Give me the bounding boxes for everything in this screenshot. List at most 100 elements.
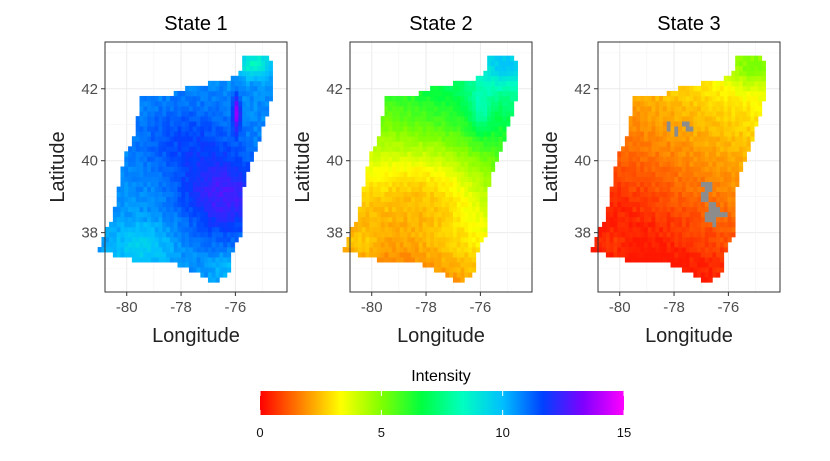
grid-cell (758, 65, 763, 72)
grid-cell (215, 171, 220, 177)
grid-cell (426, 206, 431, 213)
grid-cell (116, 216, 121, 223)
grid-cell (430, 131, 435, 137)
grid-cell (598, 236, 603, 243)
grid-cell (131, 216, 137, 223)
grid-cell (192, 166, 197, 172)
grid-cell (464, 156, 469, 162)
grid-cell (211, 181, 216, 187)
grid-cell (437, 252, 442, 258)
grid-cell (640, 106, 645, 112)
grid-cell (674, 171, 679, 177)
grid-cell (643, 106, 649, 112)
grid-cell (226, 257, 232, 263)
grid-cell (681, 252, 687, 258)
grid-cell (403, 116, 408, 122)
grid-cell (411, 126, 416, 132)
grid-cell (628, 206, 633, 213)
grid-cell (257, 106, 262, 112)
grid-cell (437, 166, 442, 172)
grid-cell (712, 231, 717, 238)
grid-cell (373, 151, 378, 157)
grid-cell (506, 111, 511, 117)
grid-cell (456, 242, 461, 248)
grid-cell (395, 121, 401, 127)
grid-cell (185, 181, 190, 187)
grid-cell (265, 90, 270, 97)
grid-cell (475, 211, 480, 218)
grid-cell (418, 95, 423, 102)
grid-cell (181, 206, 186, 213)
grid-cell (150, 206, 156, 213)
grid-cell (150, 242, 156, 248)
grid-cell (407, 141, 412, 147)
grid-cell (746, 80, 751, 87)
grid-cell (471, 111, 477, 117)
grid-cell (716, 126, 721, 132)
grid-cell (162, 121, 167, 127)
grid-cell (392, 131, 397, 137)
grid-cell (449, 151, 454, 157)
grid-cell (350, 226, 355, 233)
grid-cell (433, 171, 439, 177)
grid-cell (437, 156, 442, 162)
grid-cell (166, 206, 171, 213)
grid-cell (426, 252, 431, 258)
grid-cell (712, 116, 717, 122)
grid-cell (708, 252, 713, 258)
grid-cell (704, 80, 709, 87)
grid-cell (456, 211, 461, 218)
grid-cell (234, 176, 239, 182)
grid-cell (754, 106, 759, 112)
grid-cell (395, 95, 401, 102)
grid-cell (445, 231, 450, 238)
grid-cell (468, 121, 473, 127)
grid-cell (681, 90, 687, 97)
grid-cell (204, 100, 209, 107)
grid-cell (449, 262, 454, 268)
grid-cell (422, 156, 427, 162)
grid-cell (651, 231, 656, 238)
grid-cell (238, 201, 243, 208)
grid-cell (498, 85, 503, 92)
grid-cell (693, 236, 698, 243)
grid-cell (268, 70, 273, 77)
y-tick-label: 42 (81, 81, 98, 98)
grid-cell (226, 186, 232, 192)
grid-cell (135, 211, 140, 218)
grid-cell (342, 247, 347, 253)
grid-cell (479, 146, 484, 152)
grid-cell (253, 126, 258, 132)
grid-cell (666, 161, 671, 167)
grid-cell (628, 242, 633, 248)
grid-cell (662, 136, 668, 142)
grid-cell (158, 236, 163, 243)
grid-cell (636, 242, 641, 248)
grid-cell (621, 252, 626, 258)
grid-cell (143, 186, 148, 192)
grid-cell (131, 176, 137, 182)
grid-cell (651, 131, 656, 137)
grid-cell (200, 141, 205, 147)
grid-cell (185, 196, 190, 203)
grid-cell (681, 121, 687, 127)
grid-cell (468, 151, 473, 157)
grid-cell (169, 206, 175, 213)
grid-cell (464, 166, 469, 172)
grid-cell (188, 85, 194, 92)
grid-cell (245, 161, 251, 167)
grid-cell (112, 206, 118, 213)
grid-cell (169, 141, 175, 147)
grid-cell (143, 216, 148, 223)
grid-cell (708, 161, 713, 167)
grid-cell (249, 95, 254, 102)
grid-cell (150, 131, 156, 137)
grid-cell (647, 242, 652, 248)
grid-cell (211, 216, 216, 223)
grid-cell (502, 95, 507, 102)
grid-cell (245, 111, 251, 117)
grid-cell (494, 146, 499, 152)
grid-cell (173, 206, 178, 213)
grid-cell (158, 181, 163, 187)
grid-cell (139, 236, 144, 243)
